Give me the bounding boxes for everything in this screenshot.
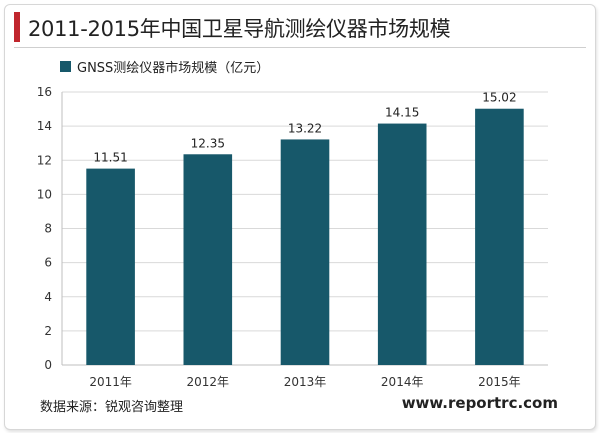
legend: GNSS测绘仪器市场规模（亿元） (60, 57, 269, 76)
data-label: 15.02 (482, 91, 516, 105)
source-note: 数据来源：锐观咨询整理 (40, 400, 184, 415)
y-tick-label: 0 (44, 358, 52, 372)
website-url: www.reportrc.com (401, 394, 558, 412)
y-tick-label: 4 (44, 290, 52, 304)
bar (377, 123, 427, 365)
y-tick-label: 12 (37, 153, 52, 167)
x-tick-label: 2014年 (381, 375, 424, 389)
x-tick-label: 2012年 (187, 375, 230, 389)
bar (280, 139, 330, 365)
title-accent-bar (14, 12, 20, 42)
x-tick-label: 2013年 (284, 375, 327, 389)
legend-label: GNSS测绘仪器市场规模（亿元） (77, 61, 270, 76)
y-tick-label: 8 (44, 222, 52, 236)
title-divider (14, 47, 586, 48)
bar (475, 108, 524, 365)
y-tick-label: 6 (44, 256, 52, 270)
x-tick-label: 2015年 (478, 375, 521, 389)
x-tick-label: 2011年 (89, 375, 132, 389)
bar (86, 168, 135, 365)
chart-title: 2011-2015年中国卫星导航测绘仪器市场规模 (28, 17, 451, 41)
bar (183, 154, 233, 365)
y-tick-label: 2 (44, 324, 52, 338)
y-tick-label: 14 (37, 119, 52, 133)
data-label: 12.35 (191, 136, 225, 150)
y-tick-label: 10 (37, 187, 52, 201)
y-tick-label: 16 (37, 85, 52, 99)
data-label: 11.51 (93, 151, 127, 165)
legend-swatch (60, 61, 71, 72)
data-label: 13.22 (288, 121, 322, 135)
data-label: 14.15 (385, 106, 419, 120)
